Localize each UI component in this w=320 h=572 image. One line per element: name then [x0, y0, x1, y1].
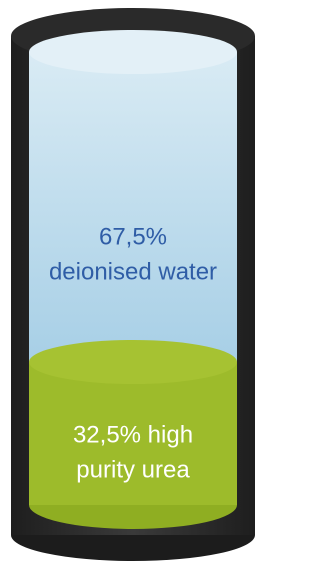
segment-label: deionised water	[49, 258, 217, 285]
segment-label: 32,5% high	[73, 421, 193, 448]
segment-label: 67,5%	[99, 223, 167, 250]
water-segment	[29, 30, 237, 362]
segment-label: purity urea	[76, 456, 190, 483]
tank-diagram: 67,5% deionised water 32,5% high purity …	[0, 0, 266, 567]
page: 67,5% deionised water 32,5% high purity …	[0, 0, 266, 567]
